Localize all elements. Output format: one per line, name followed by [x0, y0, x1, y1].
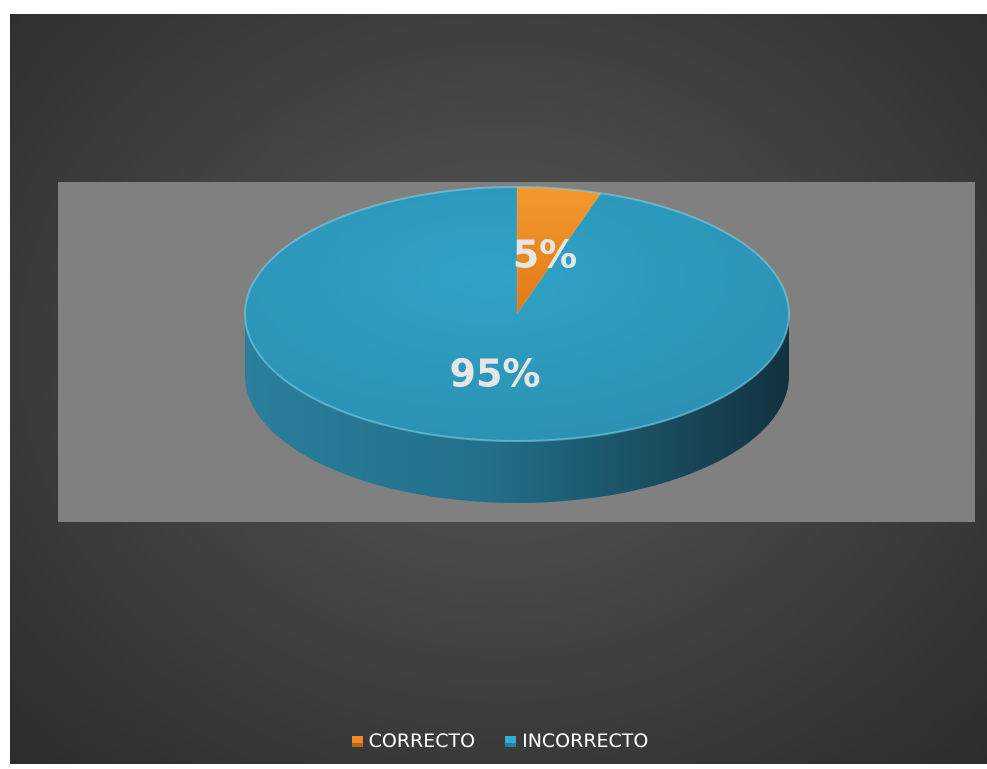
legend-label-incorrecto: INCORRECTO: [522, 730, 649, 752]
chart-frame: 5% 95% CORRECTO INCORRECTO: [10, 14, 987, 764]
legend-label-correcto: CORRECTO: [368, 730, 476, 752]
legend-item-correcto: CORRECTO: [351, 730, 476, 752]
pie-chart: 5% 95%: [244, 186, 790, 503]
legend-swatch-correcto: [351, 735, 363, 747]
data-label-incorrecto: 95%: [450, 352, 541, 396]
pie-slice-incorrecto: [244, 186, 790, 442]
legend: CORRECTO INCORRECTO: [10, 730, 987, 752]
legend-swatch-incorrecto: [505, 735, 517, 747]
pie-side-wall: [245, 314, 789, 503]
legend-item-incorrecto: INCORRECTO: [505, 730, 648, 752]
pie-rim: [244, 186, 790, 442]
data-label-correcto: 5%: [513, 233, 578, 277]
